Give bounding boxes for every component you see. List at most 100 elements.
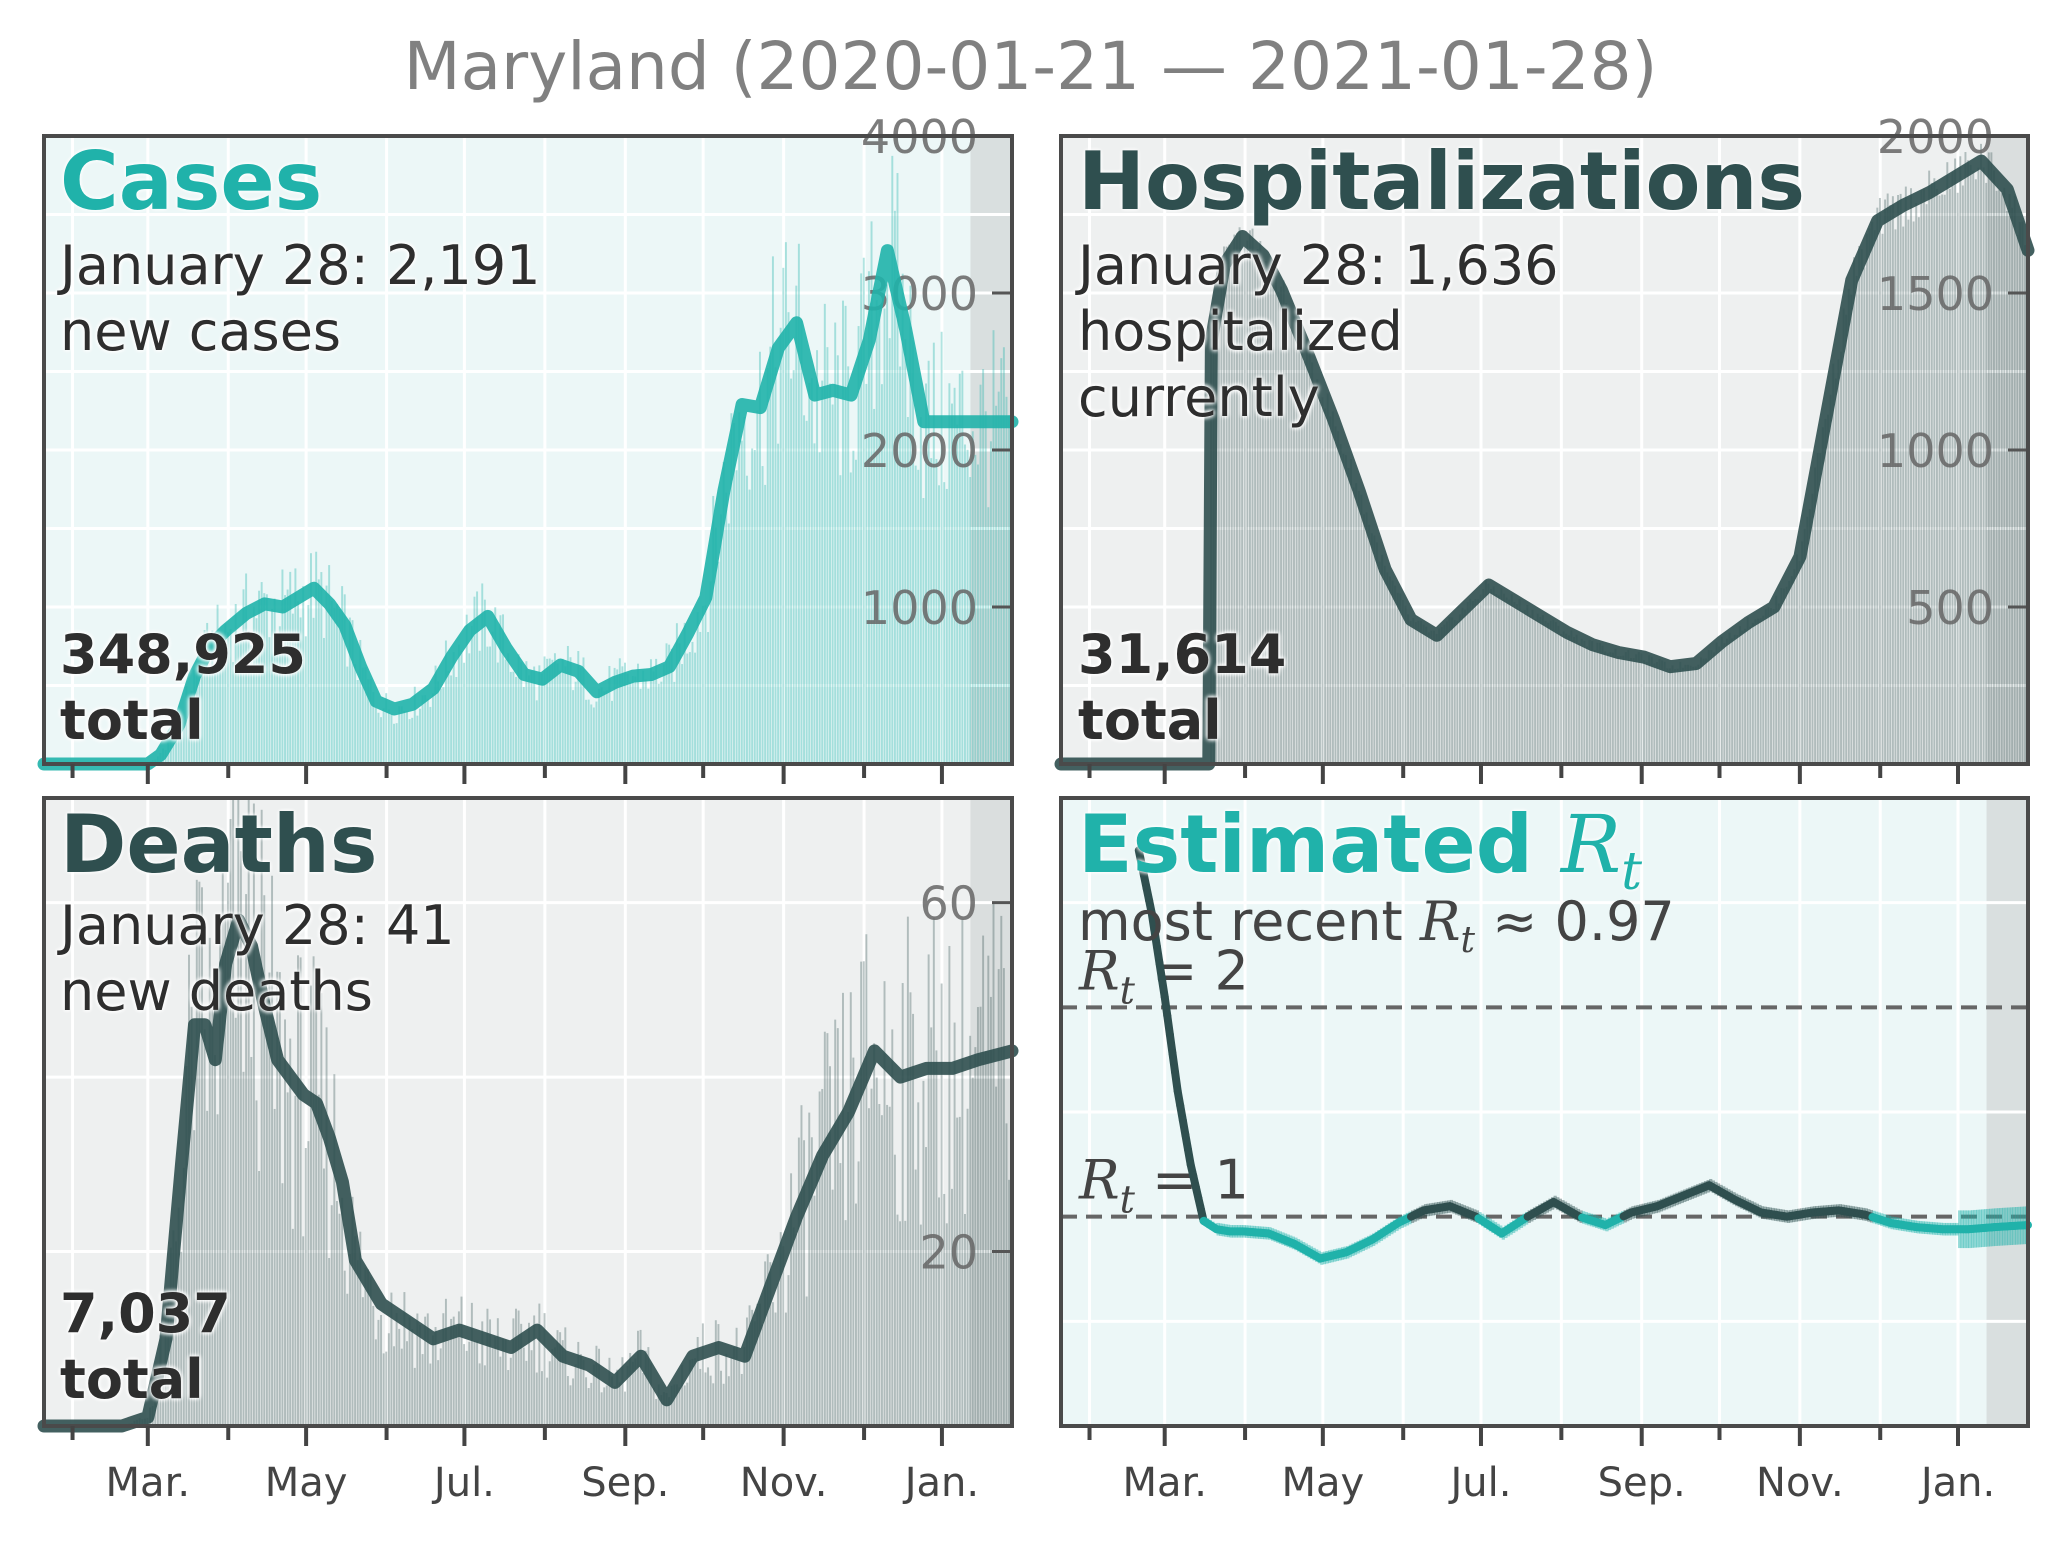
- ref-label-t: t: [1120, 968, 1136, 1012]
- daily-bar: [281, 1183, 284, 1426]
- daily-bar: [629, 682, 632, 764]
- daily-bar: [1438, 628, 1441, 764]
- daily-bar: [1500, 588, 1503, 764]
- daily-bar: [1350, 459, 1353, 764]
- daily-bar: [1578, 643, 1581, 764]
- daily-bar: [556, 663, 559, 764]
- daily-bar: [782, 1246, 785, 1426]
- daily-bar: [1425, 626, 1428, 764]
- daily-bar: [803, 1140, 806, 1426]
- daily-bar: [945, 1223, 948, 1426]
- daily-bar: [302, 586, 305, 764]
- daily-bar: [1764, 608, 1767, 764]
- daily-bar: [457, 644, 460, 764]
- daily-bar: [1386, 572, 1389, 764]
- daily-bar: [1466, 602, 1469, 764]
- daily-bar: [1510, 594, 1513, 764]
- daily-bar: [896, 1214, 899, 1426]
- daily-bar: [963, 1213, 966, 1426]
- daily-bar: [507, 1370, 510, 1426]
- daily-bar: [730, 413, 733, 764]
- daily-bar: [455, 1326, 458, 1426]
- daily-bar: [491, 1348, 494, 1426]
- daily-bar: [1404, 605, 1407, 764]
- daily-bar: [390, 1292, 393, 1426]
- daily-bar: [1645, 661, 1648, 764]
- daily-bar: [1591, 641, 1594, 764]
- daily-bar: [582, 657, 585, 764]
- daily-bar: [434, 1327, 437, 1426]
- daily-bar: [460, 650, 463, 764]
- daily-bar: [566, 1376, 569, 1426]
- daily-bar: [328, 1258, 331, 1426]
- daily-bar: [1604, 651, 1607, 764]
- daily-bar: [790, 378, 793, 764]
- daily-bar: [1845, 314, 1848, 764]
- daily-bar: [398, 1328, 401, 1426]
- daily-bar: [1451, 617, 1454, 764]
- daily-bar: [631, 675, 634, 764]
- figure-title: Maryland (2020-01-21 — 2021-01-28): [403, 28, 1658, 105]
- daily-bar: [696, 1337, 699, 1426]
- daily-bar: [969, 1035, 972, 1426]
- daily-bar: [481, 583, 484, 764]
- daily-bar: [1972, 170, 1975, 764]
- rt-title-word: Estimated: [1078, 798, 1534, 891]
- daily-bar: [507, 653, 510, 764]
- daily-bar: [1435, 633, 1438, 764]
- daily-bar: [447, 1339, 450, 1426]
- plot-frame: [42, 134, 1014, 766]
- daily-bar: [1474, 599, 1477, 764]
- daily-bar: [831, 1189, 834, 1426]
- daily-bar: [473, 596, 476, 764]
- daily-bar: [377, 712, 380, 764]
- daily-bar: [1360, 494, 1363, 764]
- daily-bar: [341, 586, 344, 764]
- daily-bar: [265, 1015, 268, 1426]
- daily-bar: [1508, 599, 1511, 764]
- daily-bar: [457, 1311, 460, 1426]
- daily-bar: [1445, 621, 1448, 764]
- daily-bar: [792, 1227, 795, 1426]
- daily-bar: [919, 417, 922, 764]
- daily-bar: [1951, 171, 1954, 764]
- daily-bar: [1308, 343, 1311, 764]
- daily-bar: [551, 659, 554, 764]
- rt-subtitle-symbol: R: [1419, 890, 1461, 953]
- daily-bar: [442, 1313, 445, 1426]
- daily-bar: [1853, 257, 1855, 764]
- daily-bar: [598, 1348, 601, 1426]
- daily-bar: [847, 1112, 850, 1426]
- daily-bar: [346, 1293, 349, 1426]
- daily-bar: [572, 690, 575, 764]
- daily-bar: [364, 667, 367, 764]
- daily-bar: [1816, 453, 1819, 764]
- daily-bar: [844, 1220, 847, 1426]
- daily-bar: [1300, 332, 1303, 764]
- rt-title-symbol-t: t: [1621, 842, 1643, 902]
- daily-bar: [250, 1056, 253, 1426]
- daily-bar: [930, 458, 933, 764]
- daily-bar: [483, 599, 486, 764]
- daily-bar: [810, 1137, 813, 1426]
- daily-bar: [385, 693, 388, 764]
- daily-bar: [198, 665, 201, 764]
- daily-bar: [943, 482, 946, 764]
- daily-bar: [268, 972, 271, 1426]
- daily-bar: [1497, 595, 1500, 764]
- daily-bar: [906, 417, 909, 764]
- daily-bar: [177, 1207, 180, 1426]
- daily-bar: [816, 1155, 819, 1426]
- daily-bar: [416, 1313, 419, 1426]
- daily-bar: [748, 489, 751, 764]
- daily-bar: [522, 686, 525, 764]
- daily-bar: [875, 1077, 878, 1426]
- daily-bar: [437, 1360, 440, 1426]
- daily-bar: [621, 1357, 624, 1426]
- daily-bar: [213, 669, 216, 764]
- daily-bar: [294, 1095, 297, 1426]
- daily-bar: [1643, 660, 1645, 764]
- daily-bar: [234, 604, 237, 764]
- daily-bar: [216, 604, 219, 764]
- daily-bar: [893, 1154, 896, 1426]
